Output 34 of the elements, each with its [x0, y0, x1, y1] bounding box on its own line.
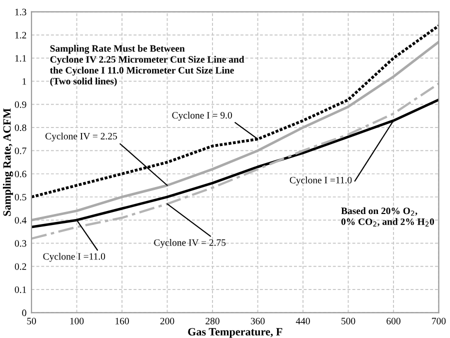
x-tick-label: 200	[160, 318, 174, 324]
y-tick-label: 0	[22, 310, 26, 316]
annotation: Cyclone IV = 2.25	[45, 132, 117, 142]
y-tick-label: 0.1	[14, 286, 26, 294]
x-tick-label: 50	[27, 318, 36, 324]
y-tick-label: 0.4	[14, 217, 26, 224]
y-tick-label: 1.2	[15, 32, 26, 38]
x-tick-label: 600	[386, 318, 400, 324]
y-tick-label: 0.8	[14, 124, 26, 132]
x-tick-label: 100	[70, 318, 84, 324]
x-tick-label: 440	[296, 318, 310, 324]
x-tick-label: 160	[116, 318, 129, 324]
annotation: Cyclone I =11.0	[290, 176, 352, 186]
y-tick-label: 0.5	[14, 194, 26, 200]
line-series	[32, 24, 439, 198]
annotation: Cyclone I =11.0	[43, 252, 106, 262]
x-tick-label: 360	[250, 318, 265, 324]
annotation: Sampling Rate Must be Between Cyclone IV 2.25 Micrometer Cut Size Line and the Cyclone I 11.0 Micrometer Cut Size Line (Two solid lines)	[50, 44, 244, 86]
annotation: Cyclone IV = 2.75	[154, 239, 226, 248]
y-tick-label: 1	[22, 78, 26, 85]
x-tick-label: 500	[342, 318, 356, 324]
y-tick-label: 1.1	[15, 55, 26, 62]
y-tick-label: 1.3	[15, 8, 26, 16]
x-tick-label: 280	[206, 318, 220, 324]
text: Based on 20% O$_{2}$, 0% CO$_{2}$, and 2% H$_{2}$0	[341, 207, 434, 226]
y-tick-label: 0.6	[14, 170, 26, 178]
annotation: Cyclone I = 9.0	[172, 112, 232, 121]
y-tick-label: 0.2	[14, 263, 26, 270]
x-axis-title: Gas Temperature, F	[188, 328, 282, 338]
x-tick-label: 700	[432, 318, 446, 324]
y-tick-label: 0.9	[14, 101, 26, 108]
y-tick-label: 0.3	[14, 240, 26, 247]
y-axis-title: Sampling Rate, ACFM	[2, 108, 14, 216]
y-tick-label: 0.7	[14, 148, 26, 154]
